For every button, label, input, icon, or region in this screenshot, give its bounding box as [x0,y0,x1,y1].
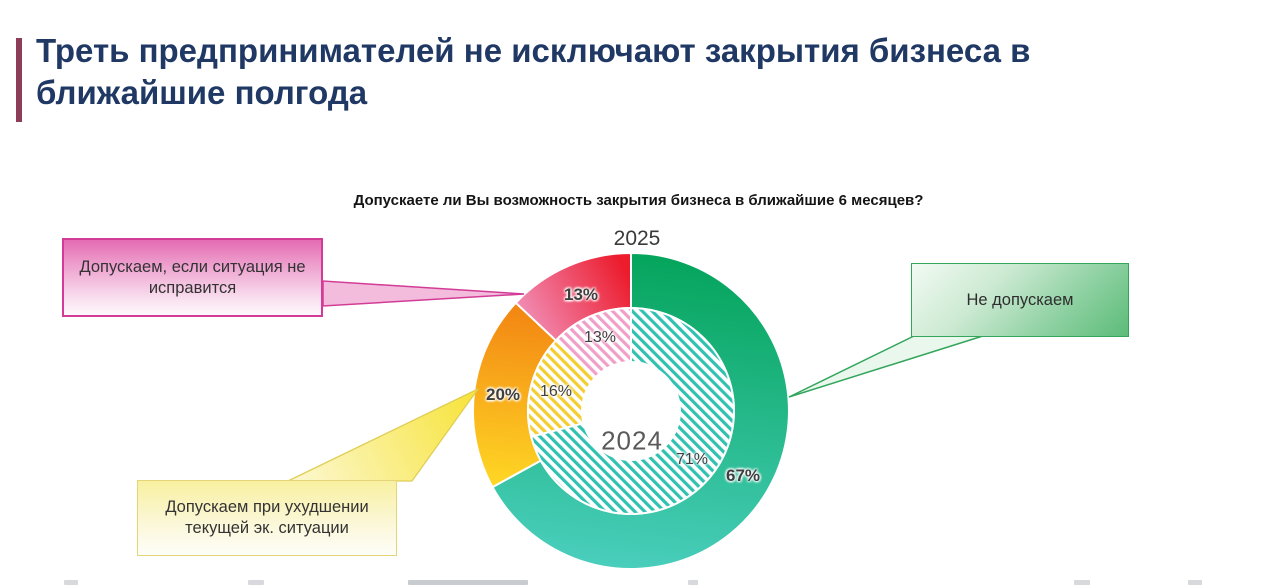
callout-no-closure-text: Не допускаем [966,290,1074,309]
callout-if-economy-worsens-text: Допускаем при ухудшении текущей эк. ситу… [165,498,369,537]
slide-title-line1: Треть предпринимателей не исключают закр… [36,32,1031,69]
label-year-2024: 2024 [601,425,663,456]
callout-green-tail [788,334,987,398]
title-accent-bar [16,38,22,122]
data-label-2024-if-economy-worsens: 16% [539,383,573,400]
chart-question-title: Допускаете ли Вы возможность закрытия би… [353,192,924,209]
callout-if-no-improvement: Допускаем, если ситуация не исправится [62,238,323,317]
label-year-2025: 2025 [613,227,661,250]
callout-if-no-improvement-text: Допускаем, если ситуация не исправится [79,257,306,297]
donut-segment-2024-no-closure [530,307,735,515]
data-label-2025-if-economy-worsens: 20% [485,385,521,404]
slide-title-line2: ближайшие полгода [36,73,368,111]
callout-yellow-tail [287,388,479,482]
donut-chart [472,252,790,570]
data-label-2024-no-closure: 71% [675,451,709,468]
data-label-2025-if-no-improvement: 13% [563,285,599,304]
callout-if-economy-worsens: Допускаем при ухудшении текущей эк. ситу… [137,480,397,556]
slide-title: Треть предпринимателей не исключают закр… [36,30,1256,114]
data-label-2024-if-no-improvement: 13% [583,329,617,346]
donut-segment-2024-if-no-improvement [554,307,632,379]
callout-no-closure: Не допускаем [911,263,1129,337]
data-label-2025-no-closure: 67% [725,466,761,485]
